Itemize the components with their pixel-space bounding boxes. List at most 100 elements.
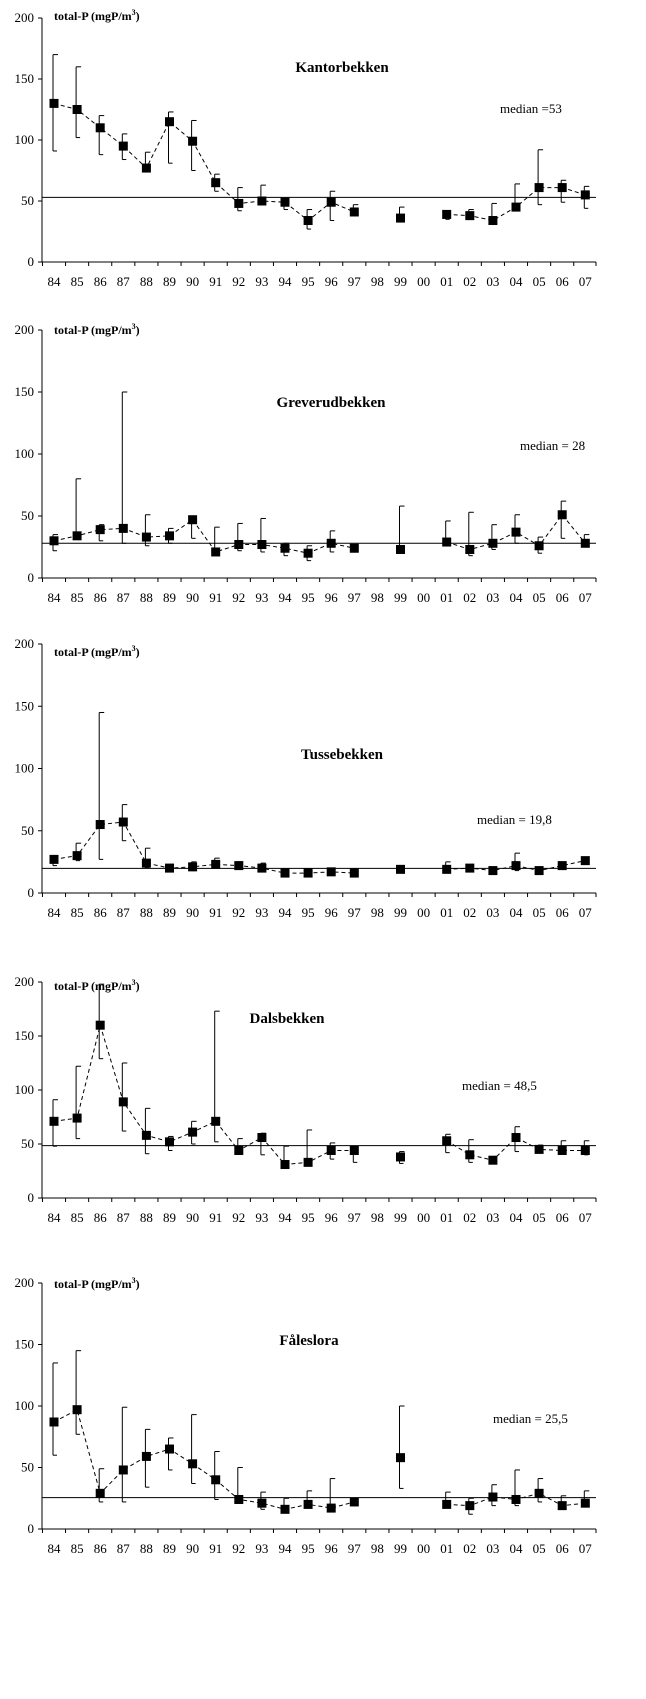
data-point [211,860,220,869]
y-tick-label: 0 [28,570,35,585]
x-tick-label: 86 [94,590,108,605]
x-tick-label: 87 [117,274,131,289]
data-point [165,531,174,540]
y-tick-label: 0 [28,1521,35,1536]
x-tick-label: 87 [117,1210,131,1225]
x-tick-label: 86 [94,1541,108,1556]
x-tick-label: 85 [71,590,84,605]
data-point [73,851,82,860]
median-label: median = 28 [520,438,585,453]
y-tick-label: 50 [21,823,34,838]
x-tick-label: 92 [232,274,245,289]
data-point [73,105,82,114]
data-point [535,541,544,550]
x-tick-label: 98 [371,590,384,605]
data-point [281,198,290,207]
x-tick-label: 92 [232,905,245,920]
x-tick-label: 96 [325,1541,339,1556]
data-point [142,1131,151,1140]
data-point [234,199,243,208]
data-point [327,1504,336,1513]
data-point [396,545,405,554]
y-tick-label: 100 [15,761,35,776]
data-point [281,1160,290,1169]
x-tick-label: 96 [325,905,339,920]
x-tick-label: 04 [510,905,524,920]
median-label: median =53 [500,101,562,116]
data-point [281,869,290,878]
data-point [488,1156,497,1165]
data-point [281,544,290,553]
y-tick-label: 50 [21,508,34,523]
data-point [50,536,59,545]
data-point [512,861,521,870]
y-axis-label: total-P (mgP/m3) [54,8,140,23]
x-tick-label: 87 [117,905,131,920]
data-point [558,510,567,519]
data-point [211,178,220,187]
data-point [188,862,197,871]
x-tick-label: 93 [255,590,268,605]
x-tick-label: 00 [417,274,430,289]
data-point [281,1505,290,1514]
data-point [188,137,197,146]
data-point [442,210,451,219]
y-tick-label: 200 [15,322,35,337]
data-point [396,865,405,874]
y-tick-label: 50 [21,1460,34,1475]
data-point [535,183,544,192]
data-point [142,859,151,868]
y-tick-label: 0 [28,885,35,900]
data-point [165,117,174,126]
x-tick-label: 84 [48,1210,62,1225]
x-tick-label: 91 [209,1541,222,1556]
data-point [558,1501,567,1510]
data-point [304,869,313,878]
median-label: median = 19,8 [477,812,552,827]
x-tick-label: 06 [556,274,570,289]
x-tick-label: 01 [440,1541,453,1556]
y-tick-label: 50 [21,1136,34,1151]
data-point [165,1137,174,1146]
x-tick-label: 93 [255,274,268,289]
y-tick-label: 100 [15,1082,35,1097]
x-tick-label: 06 [556,1541,570,1556]
x-tick-label: 99 [394,1541,407,1556]
x-tick-label: 93 [255,905,268,920]
data-point [304,1500,313,1509]
x-tick-label: 04 [510,590,524,605]
data-point [396,1453,405,1462]
x-tick-label: 98 [371,1541,384,1556]
x-tick-label: 03 [486,274,499,289]
x-tick-label: 91 [209,1210,222,1225]
data-point [465,1501,474,1510]
data-point [50,99,59,108]
station-title: Fåleslora [279,1333,339,1349]
data-point [442,1136,451,1145]
x-tick-label: 05 [533,1210,546,1225]
data-point [581,1499,590,1508]
station-title: Dalsbekken [249,1011,325,1027]
x-tick-label: 85 [71,1210,84,1225]
data-point [257,1133,266,1142]
data-point [211,1117,220,1126]
data-point [73,531,82,540]
x-tick-label: 88 [140,590,153,605]
y-tick-label: 200 [15,974,35,989]
x-tick-label: 05 [533,905,546,920]
data-point [488,216,497,225]
data-point [119,142,128,151]
x-tick-label: 99 [394,1210,407,1225]
data-point [96,820,105,829]
x-tick-label: 06 [556,905,570,920]
data-point [327,867,336,876]
x-tick-label: 05 [533,590,546,605]
data-point [234,861,243,870]
data-point [50,1117,59,1126]
station-title: Greverudbekken [277,395,387,411]
y-tick-label: 0 [28,1190,35,1205]
y-tick-label: 150 [15,1028,35,1043]
